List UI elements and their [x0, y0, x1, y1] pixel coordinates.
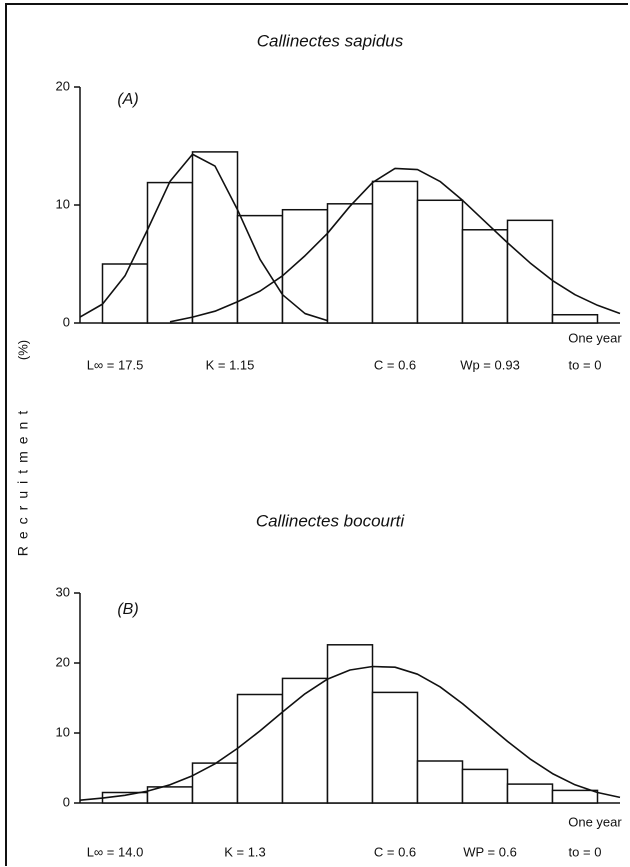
chart-title: Callinectes bocourti	[256, 511, 406, 530]
parameter: K = 1.15	[206, 357, 255, 372]
fitted-curve	[79, 153, 328, 322]
parameter: K = 1.3	[224, 844, 266, 859]
parameter: L∞ = 17.5	[87, 357, 144, 372]
x-axis-label: One year	[568, 814, 622, 829]
bar	[371, 691, 419, 804]
parameter: C = 0.6	[374, 357, 416, 372]
bar	[236, 693, 284, 804]
bar	[281, 208, 329, 324]
fitted-curve	[79, 665, 621, 801]
bar	[326, 203, 374, 324]
y-label: Recruitment	[15, 404, 31, 556]
x-axis-label: One year	[568, 330, 622, 345]
bar	[461, 229, 509, 324]
parameter: to = 0	[569, 844, 602, 859]
bar	[281, 677, 329, 804]
y-tick-label: 20	[56, 654, 70, 669]
bar	[551, 789, 599, 804]
fitted-curve	[169, 167, 621, 323]
y-tick-label: 0	[63, 794, 70, 809]
chart-title: Callinectes sapidus	[257, 31, 404, 50]
bar	[551, 313, 599, 324]
y-tick-label: 30	[56, 584, 70, 599]
parameter: C = 0.6	[374, 844, 416, 859]
parameter: to = 0	[569, 357, 602, 372]
parameter: L∞ = 14.0	[87, 844, 144, 859]
bar	[506, 219, 554, 324]
y-tick-label: 10	[56, 196, 70, 211]
bar	[416, 760, 464, 804]
frame	[5, 3, 628, 866]
bar	[236, 214, 284, 324]
parameter: Wp = 0.93	[460, 357, 520, 372]
bar	[461, 768, 509, 804]
panel-label: (B)	[117, 601, 138, 618]
y-tick-label: 0	[63, 314, 70, 329]
bar	[191, 151, 239, 324]
panel-label: (A)	[117, 91, 138, 108]
bar	[506, 783, 554, 804]
bar	[146, 181, 194, 324]
y-tick-label: 20	[56, 78, 70, 93]
bar	[326, 644, 374, 804]
bar	[101, 263, 149, 324]
parameter: WP = 0.6	[463, 844, 517, 859]
y-tick-label: 10	[56, 724, 70, 739]
bar	[371, 180, 419, 324]
bar	[416, 199, 464, 324]
y-unit: (%)	[15, 340, 30, 360]
bar	[191, 762, 239, 804]
y-axis-title: Recruitment (%)	[15, 340, 31, 556]
